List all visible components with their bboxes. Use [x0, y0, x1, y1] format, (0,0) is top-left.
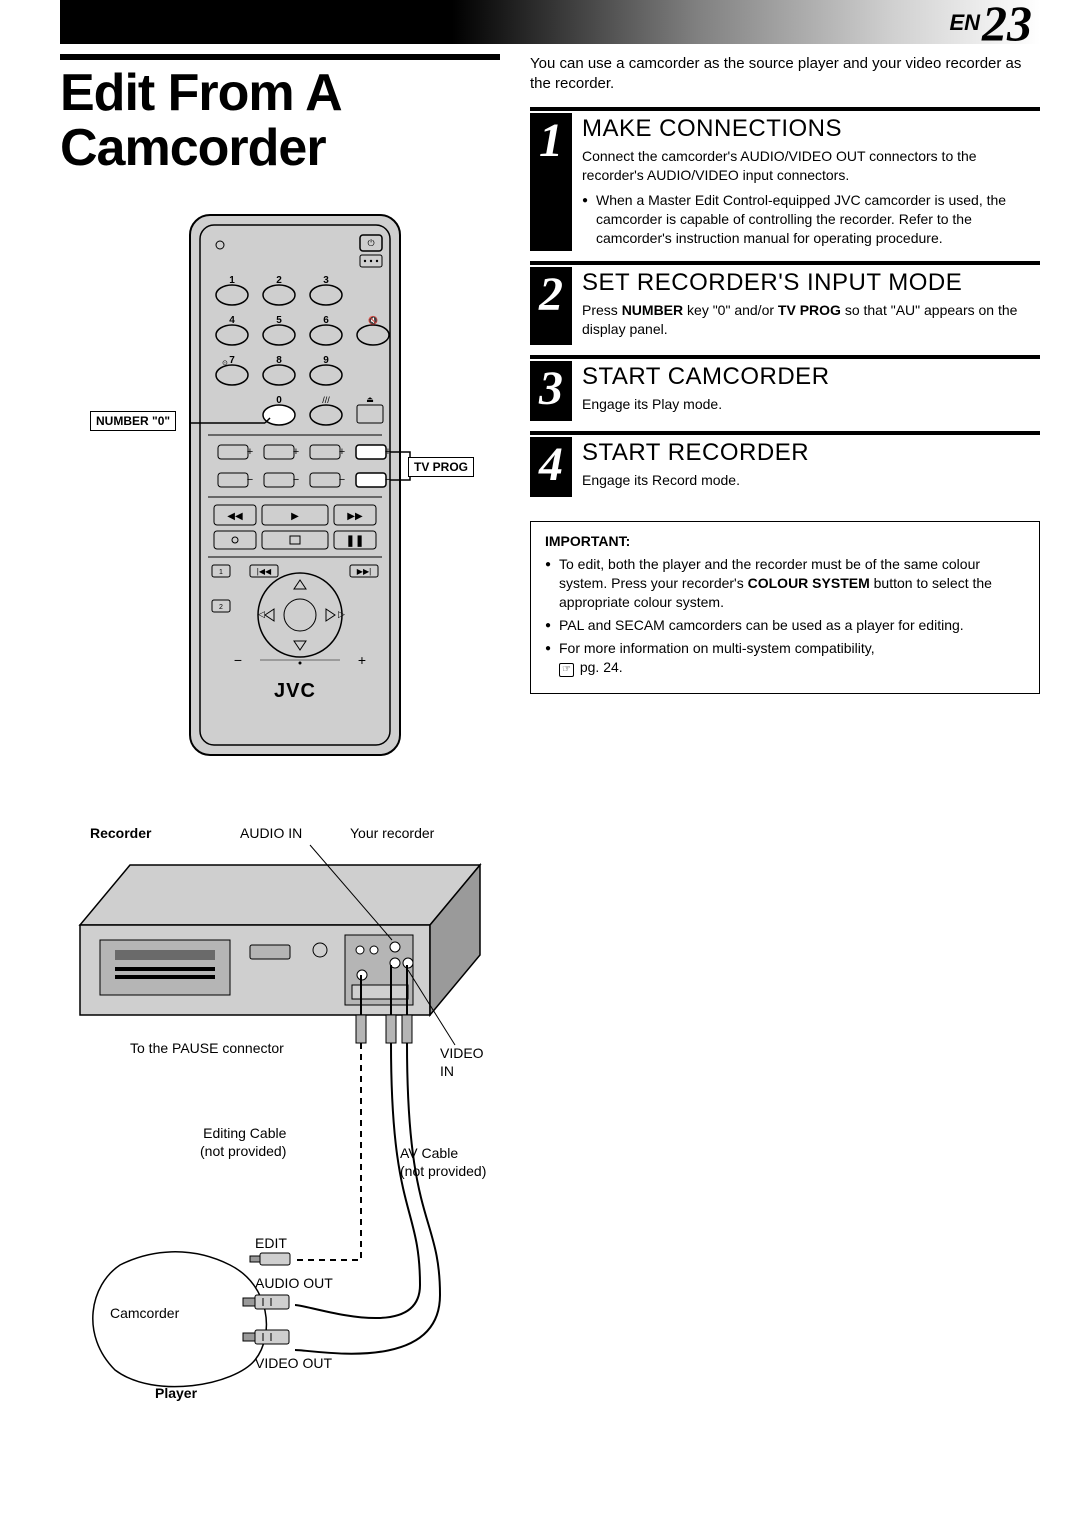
svg-text:−: − — [247, 474, 253, 486]
svg-text:▷: ▷ — [338, 609, 345, 619]
important-box: IMPORTANT: To edit, both the player and … — [530, 521, 1040, 693]
step-title: SET RECORDER'S INPUT MODE — [582, 269, 1040, 297]
label-video-in-1: VIDEO — [440, 1045, 484, 1061]
page-number: EN23 — [949, 0, 1032, 52]
svg-text:⏏: ⏏ — [366, 395, 374, 404]
step-number: 1 — [530, 113, 572, 251]
label-editing-cable: Editing Cable — [203, 1125, 286, 1141]
step-note: When a Master Edit Control-equipped JVC … — [582, 191, 1040, 248]
svg-text:|◀◀: |◀◀ — [257, 567, 272, 576]
label-player: Player — [155, 1385, 197, 1403]
page-title: Edit From A Camcorder — [60, 66, 500, 175]
label-not-provided-2: (not provided) — [400, 1163, 486, 1179]
step-title: MAKE CONNECTIONS — [582, 115, 1040, 143]
label-your-recorder: Your recorder — [350, 825, 434, 843]
step-title: START CAMCORDER — [582, 363, 1040, 391]
step-divider — [530, 107, 1040, 111]
svg-text:−: − — [339, 474, 345, 486]
svg-text:JVC: JVC — [274, 680, 316, 702]
svg-text:+: + — [293, 446, 299, 458]
step-divider — [530, 355, 1040, 359]
step-text: Connect the camcorder's AUDIO/VIDEO OUT … — [582, 147, 1040, 185]
label-audio-out: AUDIO OUT — [255, 1275, 333, 1293]
step-divider — [530, 261, 1040, 265]
label-not-provided-1: (not provided) — [200, 1143, 286, 1159]
label-edit: EDIT — [255, 1235, 287, 1253]
svg-text:▶▶: ▶▶ — [347, 511, 363, 522]
step-text: Engage its Record mode. — [582, 471, 1040, 490]
intro-text: You can use a camcorder as the source pl… — [530, 54, 1040, 93]
svg-text:−: − — [293, 474, 299, 486]
label-recorder: Recorder — [90, 825, 151, 843]
step-2: 2 SET RECORDER'S INPUT MODE Press NUMBER… — [530, 267, 1040, 345]
svg-text:▶: ▶ — [291, 511, 299, 522]
step-title: START RECORDER — [582, 439, 1040, 467]
svg-text:+: + — [339, 446, 345, 458]
svg-text:+: + — [358, 652, 366, 668]
label-av-cable: AV Cable — [400, 1145, 458, 1161]
important-item: To edit, both the player and the recorde… — [545, 555, 1025, 612]
remote-illustration: ⏻ 1 2 3 4 5 6 — [90, 205, 470, 775]
step-3: 3 START CAMCORDER Engage its Play mode. — [530, 361, 1040, 421]
label-pause-connector: To the PAUSE connector — [130, 1040, 284, 1058]
step-4: 4 START RECORDER Engage its Record mode. — [530, 437, 1040, 497]
svg-text:◁: ◁ — [258, 609, 265, 619]
svg-text:2: 2 — [219, 604, 223, 611]
step-divider — [530, 431, 1040, 435]
step-text: Press NUMBER key "0" and/or TV PROG so t… — [582, 301, 1040, 339]
callout-tv-prog: TV PROG — [408, 457, 474, 477]
step-number: 2 — [530, 267, 572, 345]
page-num-value: 23 — [982, 0, 1032, 51]
callout-number-0: NUMBER "0" — [90, 411, 176, 431]
svg-text:−: − — [234, 652, 242, 668]
connection-diagram: Recorder AUDIO IN Your recorder To the P… — [60, 815, 500, 1405]
svg-text:1: 1 — [219, 569, 223, 576]
label-camcorder: Camcorder — [110, 1305, 179, 1323]
svg-text:+: + — [247, 446, 253, 458]
title-rule — [60, 54, 500, 60]
step-text: Engage its Play mode. — [582, 395, 1040, 414]
label-audio-in: AUDIO IN — [240, 825, 302, 843]
important-title: IMPORTANT: — [545, 532, 1025, 551]
svg-text:///: /// — [322, 395, 330, 405]
page-ref-icon: ☞ — [559, 663, 574, 677]
header-gradient-bar: EN23 — [60, 0, 1040, 44]
step-1: 1 MAKE CONNECTIONS Connect the camcorder… — [530, 113, 1040, 251]
label-video-out: VIDEO OUT — [255, 1355, 332, 1373]
svg-text:🔇: 🔇 — [368, 315, 378, 325]
svg-text:⊙: ⊙ — [222, 360, 228, 367]
svg-text:⏻: ⏻ — [367, 238, 374, 248]
svg-text:❚❚: ❚❚ — [346, 535, 364, 547]
step-number: 3 — [530, 361, 572, 421]
label-video-in-2: IN — [440, 1063, 454, 1079]
important-item: For more information on multi-system com… — [545, 639, 1025, 677]
svg-text:▶▶|: ▶▶| — [357, 567, 371, 576]
step-number: 4 — [530, 437, 572, 497]
important-item: PAL and SECAM camcorders can be used as … — [545, 616, 1025, 635]
svg-text:◀◀: ◀◀ — [227, 511, 243, 522]
lang-code: EN — [949, 10, 980, 35]
